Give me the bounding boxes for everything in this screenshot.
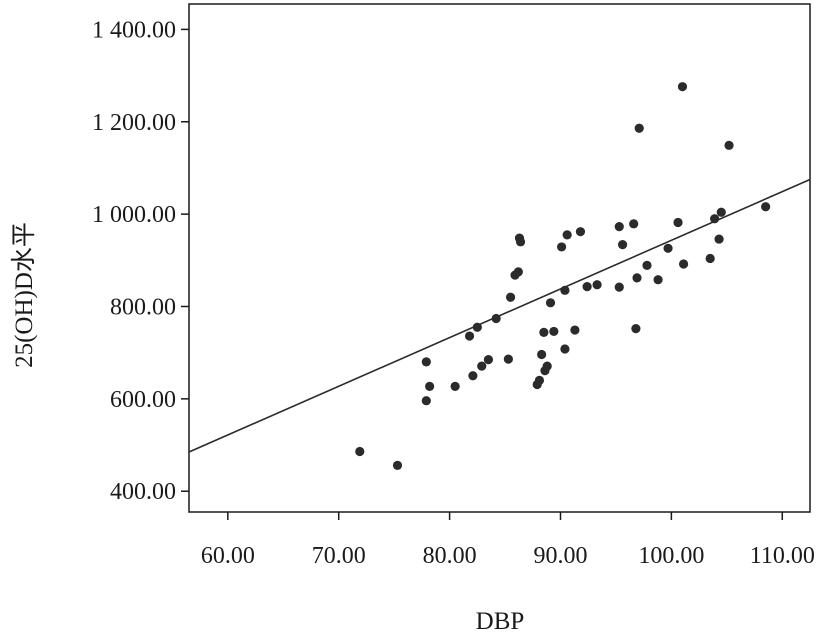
y-axis: 400.00 600.00 800.00 1 000.00 1 200.00 1 400.… — [92, 17, 189, 505]
x-axis: 60.00 70.00 80.00 90.00 100.00 110.00 — [201, 512, 815, 569]
x-tick-label: 80.00 — [423, 543, 477, 569]
data-point — [761, 202, 771, 212]
data-point — [392, 460, 403, 470]
data-point — [503, 354, 513, 364]
data-point — [570, 325, 580, 335]
data-point — [545, 298, 556, 308]
data-point — [472, 322, 482, 332]
data-point — [677, 82, 688, 92]
data-point — [464, 331, 475, 341]
plot-frame — [188, 3, 811, 513]
data-point — [592, 280, 602, 290]
data-point — [483, 355, 494, 365]
y-tick-label: 1 200.00 — [92, 110, 176, 136]
y-tick-label: 1 400.00 — [92, 17, 176, 43]
y-tick-label: 1 000.00 — [92, 202, 176, 228]
data-point — [575, 227, 586, 237]
x-tick-label: 100.00 — [638, 543, 704, 569]
y-tick-label: 800.00 — [110, 294, 176, 320]
data-point — [653, 275, 663, 285]
data-point — [513, 267, 523, 277]
y-tick-label: 400.00 — [110, 479, 176, 505]
data-point — [632, 273, 642, 283]
data-point — [542, 361, 552, 371]
data-point — [557, 242, 567, 252]
data-points — [355, 82, 771, 470]
data-point — [582, 282, 592, 292]
data-point — [450, 381, 460, 391]
x-tick-label: 60.00 — [201, 543, 255, 569]
data-point — [678, 259, 689, 269]
data-point — [617, 240, 628, 250]
data-point — [710, 214, 720, 224]
y-axis-title: 25(OH)D水平 — [10, 222, 38, 368]
x-tick-label: 110.00 — [750, 543, 815, 569]
data-point — [355, 446, 365, 457]
data-point — [505, 292, 516, 302]
data-point — [537, 349, 547, 360]
data-point — [477, 361, 487, 371]
data-point — [642, 260, 652, 270]
data-point — [491, 313, 501, 324]
data-point — [629, 219, 639, 229]
data-point — [634, 123, 644, 133]
data-point — [515, 237, 526, 247]
data-point — [631, 324, 641, 334]
data-point — [673, 217, 683, 228]
data-point — [724, 140, 734, 150]
x-tick-label: 90.00 — [533, 543, 587, 569]
data-point — [705, 253, 715, 264]
data-point — [549, 326, 559, 337]
y-tick-label: 600.00 — [110, 387, 176, 413]
data-point — [539, 327, 549, 337]
x-tick-label: 70.00 — [312, 543, 366, 569]
data-point — [560, 285, 570, 295]
data-point — [425, 381, 435, 391]
data-point — [614, 221, 624, 232]
data-point — [468, 371, 478, 381]
data-point — [421, 396, 431, 406]
data-point — [714, 234, 724, 244]
data-point — [534, 375, 545, 385]
data-point — [562, 230, 572, 240]
data-point — [716, 207, 726, 217]
data-point — [614, 282, 624, 292]
x-axis-title: DBP — [476, 608, 525, 635]
data-point — [560, 344, 570, 354]
data-point — [421, 357, 431, 367]
data-point — [663, 243, 673, 253]
